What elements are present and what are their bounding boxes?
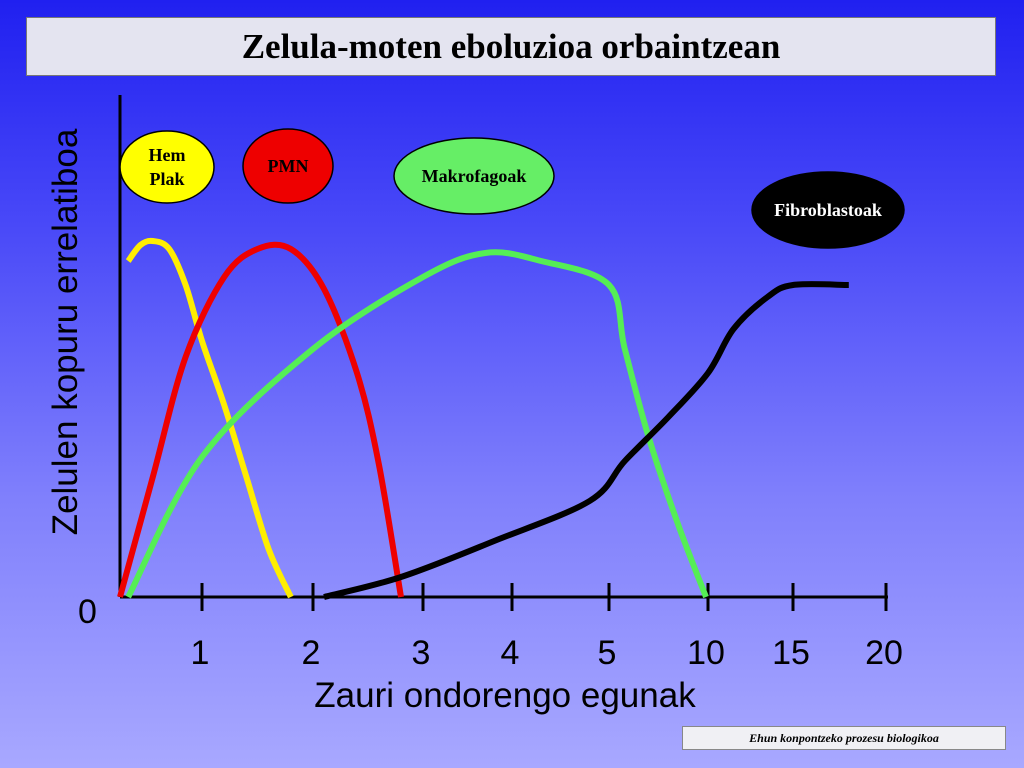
series-label-bubble (751, 171, 905, 249)
series-label-text: Fibroblastoak (774, 200, 882, 220)
series-line-makrofagoak (125, 249, 709, 599)
x-tick-label: 4 (501, 634, 520, 672)
x-tick-label: 3 (412, 634, 431, 672)
slide-title: Zelula-moten eboluzioa orbaintzean (26, 17, 996, 76)
footer-caption: Ehun konpontzeko prozesu biologikoa (682, 726, 1006, 750)
series-label-text: Hem (149, 145, 186, 165)
x-tick-label: 5 (598, 634, 617, 672)
series-label-makrofagoak: Makrofagoak (393, 137, 555, 215)
x-ticks: 1 2 3 4 5 10 15 20 (191, 583, 903, 672)
y-axis-title: Zelulen kopuru errelatiboa (46, 128, 85, 535)
chart-axes (118, 95, 888, 599)
series-line-fibroblastoak (323, 281, 849, 600)
x-axis-title: Zauri ondorengo egunak (314, 676, 696, 715)
x-tick-label: 10 (687, 634, 725, 672)
series-label-fibroblastoak: Fibroblastoak (751, 171, 905, 249)
series-labels: Hem Plak PMN Makrofagoak Fibroblastoak (119, 128, 905, 249)
x-tick-label: 20 (865, 634, 903, 672)
series-group (117, 237, 849, 600)
y-tick-label: 0 (78, 593, 97, 631)
chart-texts: 0 Zauri ondorengo egunak Zelulen kopuru … (46, 128, 696, 715)
series-label-bubble (242, 128, 334, 204)
series-label-bubble (119, 130, 215, 204)
series-label-pmn: PMN (242, 128, 334, 204)
x-tick-label: 15 (772, 634, 810, 672)
series-label-hem-plak: Hem Plak (119, 130, 215, 204)
x-tick-label: 1 (191, 634, 210, 672)
series-label-text: PMN (268, 156, 309, 176)
series-line-pmn (117, 241, 404, 598)
series-label-bubble (393, 137, 555, 215)
series-label-text: Makrofagoak (422, 166, 527, 186)
series-label-text: Plak (149, 169, 184, 189)
x-tick-label: 2 (302, 634, 321, 672)
